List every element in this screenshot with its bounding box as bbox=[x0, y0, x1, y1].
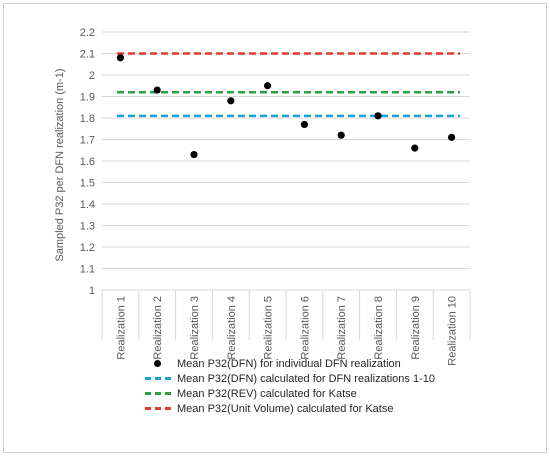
x-tick-label: Realization 5 bbox=[263, 296, 275, 360]
data-point bbox=[153, 86, 161, 94]
y-tick-label: 1.3 bbox=[80, 221, 95, 233]
y-axis-label: Sampled P32 per DFN realization (m-1) bbox=[54, 68, 66, 261]
legend-item: Mean P32(DFN) for individual DFN realiza… bbox=[143, 356, 435, 371]
chart-frame bbox=[3, 3, 547, 453]
x-tick-label: Realization 3 bbox=[189, 296, 201, 360]
y-tick-label: 1 bbox=[89, 285, 95, 297]
x-tick-label: Realization 6 bbox=[299, 296, 311, 360]
y-tick-label: 1.9 bbox=[80, 92, 95, 104]
y-tick-label: 1.2 bbox=[80, 242, 95, 254]
x-tick-label: Realization 4 bbox=[226, 296, 238, 360]
y-tick-label: 2.2 bbox=[80, 27, 95, 39]
x-tick-label: Realization 7 bbox=[336, 296, 348, 360]
x-tick-labels: Realization 1 Realization 2 Realization 3 R… bbox=[115, 296, 458, 366]
data-point bbox=[374, 112, 382, 120]
y-tick-label: 1.7 bbox=[80, 135, 95, 147]
y-tick-label: 2.1 bbox=[80, 49, 95, 61]
y-tick-label: 1.8 bbox=[80, 113, 95, 125]
legend-item: Mean P32(REV) calculated for Katse bbox=[143, 386, 435, 401]
data-point bbox=[337, 131, 345, 139]
legend-label: Mean P32(Unit Volume) calculated for Kat… bbox=[177, 402, 394, 415]
data-points bbox=[116, 54, 456, 159]
data-point bbox=[264, 82, 272, 90]
y-tick-label: 1.1 bbox=[80, 264, 95, 276]
legend-label: Mean P32(DFN) calculated for DFN realiza… bbox=[177, 372, 435, 385]
data-point bbox=[300, 120, 308, 129]
y-tick-label: 1.4 bbox=[80, 199, 95, 211]
legend-marker-dot bbox=[143, 356, 173, 371]
y-tick-label: 1.5 bbox=[80, 178, 95, 190]
x-tick-label: Realization 1 bbox=[115, 296, 127, 360]
x-tick-label: Realization 10 bbox=[447, 296, 459, 366]
data-point bbox=[227, 97, 235, 105]
x-tick-label: Realization 8 bbox=[373, 296, 385, 360]
x-tick-label: Realization 2 bbox=[152, 296, 164, 360]
data-point bbox=[411, 144, 419, 152]
y-tick-labels: 1 1.1 1.2 1.3 1.4 1.5 1.6 1.7 1.8 1.9 2 2.1 2.2 bbox=[80, 27, 95, 297]
legend-item: Mean P32(DFN) calculated for DFN realiza… bbox=[143, 371, 435, 386]
legend-label: Mean P32(REV) calculated for Katse bbox=[177, 387, 357, 400]
y-tick-label: 1.6 bbox=[80, 156, 95, 168]
data-point bbox=[116, 54, 124, 62]
legend-marker-dash bbox=[143, 371, 173, 386]
legend-marker-dash bbox=[143, 386, 173, 401]
chart-legend: Mean P32(DFN) for individual DFN realiza… bbox=[143, 356, 435, 416]
gridlines bbox=[101, 31, 471, 340]
reference-lines bbox=[117, 52, 460, 118]
data-point bbox=[190, 150, 198, 159]
data-point bbox=[448, 133, 456, 141]
x-tick-label: Realization 9 bbox=[410, 296, 422, 360]
y-tick-label: 2 bbox=[89, 70, 95, 82]
legend-marker-dash bbox=[143, 401, 173, 416]
legend-item: Mean P32(Unit Volume) calculated for Kat… bbox=[143, 401, 435, 416]
legend-label: Mean P32(DFN) for individual DFN realiza… bbox=[177, 357, 401, 370]
